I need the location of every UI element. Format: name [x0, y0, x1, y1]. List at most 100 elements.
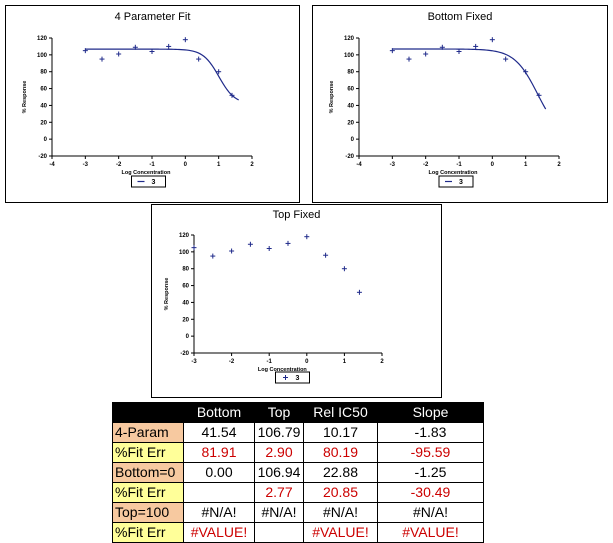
data-point — [473, 43, 479, 49]
data-point — [356, 289, 362, 295]
y-tick-label: 120 — [37, 36, 48, 42]
legend-label: 3 — [152, 179, 156, 186]
x-tick-label: -2 — [229, 359, 235, 365]
x-axis-label: Log Concentration — [429, 170, 479, 176]
x-tick-label: -3 — [83, 162, 89, 168]
table-cell: 106.79 — [254, 422, 304, 443]
table-cell: #N/A! — [254, 502, 304, 523]
data-point — [439, 44, 445, 50]
table-cell: #N/A! — [377, 502, 484, 523]
x-axis-label: Log Concentration — [258, 367, 308, 373]
table-cell: 81.91 — [183, 442, 255, 463]
data-point — [182, 37, 188, 43]
data-point — [304, 234, 310, 240]
y-tick-label: 100 — [179, 250, 190, 256]
table-cell: 22.88 — [303, 462, 378, 483]
chart-bottom-fixed: Bottom Fixed -20 0 20 40 60 80 100 120 -4 -3 -2 -1 0 1… — [329, 11, 561, 188]
data-point — [341, 266, 347, 272]
chart-panel-top-fixed: Top Fixed -20 0 20 40 60 80 100 120 -3 -2 -1 0 1 2 Log … — [151, 204, 442, 398]
x-tick-label: -2 — [423, 162, 429, 168]
chart-title: Top Fixed — [273, 209, 321, 221]
y-tick-label: 80 — [347, 70, 354, 76]
x-tick-label: -2 — [116, 162, 122, 168]
table-cell: 10.17 — [303, 422, 378, 443]
y-tick-label: 120 — [179, 233, 190, 239]
x-tick-label: 0 — [184, 162, 188, 168]
fit-curve — [85, 48, 239, 101]
y-tick-label: 0 — [351, 137, 355, 143]
y-tick-label: 60 — [40, 87, 47, 93]
legend-marker-swatch — [283, 375, 288, 380]
data-point — [323, 252, 329, 258]
data-point — [489, 37, 495, 43]
data-point — [423, 51, 429, 57]
table-row: %Fit Err #VALUE! #VALUE! #VALUE! — [112, 522, 484, 543]
data-point — [523, 69, 529, 75]
fit-curve — [392, 48, 547, 110]
x-tick-label: -1 — [149, 162, 155, 168]
table-cell: 41.54 — [183, 422, 255, 443]
data-point — [389, 48, 395, 54]
y-tick-label: 40 — [347, 103, 354, 109]
table-cell: -95.59 — [377, 442, 484, 463]
chart-legend: 3 — [275, 371, 310, 384]
data-point — [99, 56, 105, 62]
y-tick-label: 20 — [182, 317, 189, 323]
chart-panel-4-parameter-fit: 4 Parameter Fit -20 0 20 40 60 80 100 120 -4 -3 -2-… — [5, 5, 300, 203]
chart-legend: 3 — [131, 175, 166, 188]
data-point — [285, 240, 291, 246]
header-cell-bottom: Bottom — [183, 402, 255, 423]
row-label: %Fit Err — [112, 482, 184, 503]
data-point — [132, 44, 138, 50]
x-tick-label: 1 — [217, 162, 221, 168]
table-cell: #VALUE! — [377, 522, 484, 543]
y-tick-label: 40 — [40, 103, 47, 109]
y-tick-label: 100 — [37, 53, 48, 59]
header-cell-rel-ic50: Rel IC50 — [303, 402, 378, 423]
table-cell: -30.49 — [377, 482, 484, 503]
table-cell: 2.77 — [254, 482, 304, 503]
y-tick-label: 0 — [44, 137, 48, 143]
table-cell: #N/A! — [303, 502, 378, 523]
x-axis-label: Log Concentration — [122, 170, 172, 176]
data-point — [196, 56, 202, 62]
y-tick-label: 120 — [344, 36, 355, 42]
x-tick-label: 2 — [380, 359, 384, 365]
x-tick-label: -1 — [267, 359, 273, 365]
legend-label: 3 — [296, 375, 300, 382]
row-label: Top=100 — [112, 502, 184, 523]
table-cell: -1.83 — [377, 422, 484, 443]
x-tick-label: 1 — [524, 162, 528, 168]
data-point — [503, 56, 509, 62]
y-tick-label: 100 — [344, 53, 355, 59]
y-axis-label: % Response — [164, 278, 170, 311]
header-cell-blank — [112, 402, 184, 423]
x-tick-label: 1 — [343, 359, 347, 365]
x-tick-label: 0 — [305, 359, 309, 365]
y-axis-label: % Response — [329, 81, 335, 114]
x-tick-label: 2 — [557, 162, 561, 168]
table-cell — [183, 482, 255, 503]
table-row: 4-Param 41.54 106.79 10.17 -1.83 — [112, 422, 484, 443]
table-row: Bottom=0 0.00 106.94 22.88 -1.25 — [112, 462, 484, 483]
y-tick-label: 60 — [182, 284, 189, 290]
data-point — [229, 92, 235, 98]
x-tick-label: 2 — [250, 162, 254, 168]
data-point — [191, 245, 197, 251]
x-tick-label: -4 — [49, 162, 55, 168]
table-row: Top=100 #N/A! #N/A! #N/A! #N/A! — [112, 502, 484, 523]
data-point — [247, 241, 253, 247]
data-point — [266, 245, 272, 251]
chart-legend: 3 — [438, 175, 474, 188]
y-tick-label: 0 — [186, 334, 190, 340]
x-tick-label: -4 — [356, 162, 362, 168]
row-label: Bottom=0 — [112, 462, 184, 483]
y-tick-label: 20 — [40, 120, 47, 126]
table-cell: 2.90 — [254, 442, 304, 463]
table-header-row: Bottom Top Rel IC50 Slope — [112, 402, 484, 423]
row-label: 4-Param — [112, 422, 184, 443]
header-cell-top: Top — [254, 402, 304, 423]
chart-title: Bottom Fixed — [428, 11, 493, 23]
data-point — [210, 253, 216, 259]
table-cell: -1.25 — [377, 462, 484, 483]
